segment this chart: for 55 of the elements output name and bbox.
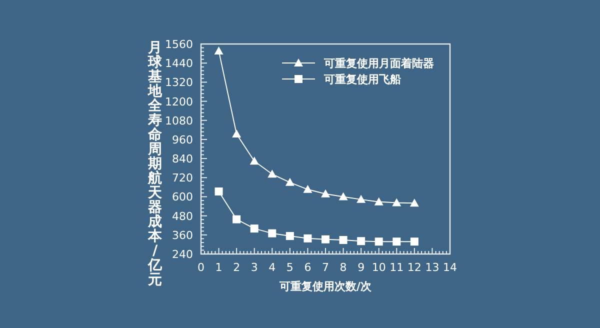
x-tick-label: 0: [198, 261, 204, 274]
x-tick-label: 10: [372, 261, 386, 274]
legend-label: 可重复使用月面着陆器: [323, 57, 434, 70]
point: [214, 187, 223, 196]
point: [338, 192, 348, 200]
point: [339, 236, 348, 244]
point: [356, 194, 366, 203]
x-tick-label: 4: [268, 261, 276, 274]
x-axis-title: 可重复使用次数/次: [278, 280, 372, 293]
point: [232, 130, 242, 138]
y-tick-label: 1320: [165, 76, 193, 90]
text: 月球基地全寿命周期航天器成本/亿元: [148, 40, 162, 288]
y-tick-label: 1200: [165, 95, 193, 108]
point: [410, 198, 419, 207]
y-tick-label: 840: [172, 152, 193, 166]
y-tick-label: 1560: [165, 38, 193, 51]
point: [322, 235, 330, 244]
y-tick-label: 720: [172, 172, 193, 185]
point: [268, 170, 277, 178]
x-tick-label: 8: [340, 261, 347, 274]
y-tick-label: 600: [172, 190, 193, 204]
x-tick-label: 1: [215, 261, 222, 274]
point: [250, 156, 259, 165]
x-tick-label: 3: [250, 261, 258, 274]
point: [321, 189, 330, 198]
point: [374, 197, 384, 206]
legend-label: 可重复使用飞船: [323, 73, 401, 86]
y-tick-label: 1440: [165, 57, 193, 70]
point: [250, 224, 258, 233]
point: [357, 237, 366, 246]
x-tick-label: 9: [358, 261, 365, 274]
x-tick-label: 2: [233, 261, 240, 274]
point: [232, 215, 241, 224]
point: [268, 229, 276, 238]
x-tick-label: 14: [443, 261, 457, 274]
y-tick-label: 480: [172, 210, 193, 223]
x-tick-label: 7: [322, 261, 329, 274]
point: [304, 234, 312, 242]
y-tick-label: 960: [172, 133, 193, 146]
y-tick-label: 1080: [165, 114, 193, 128]
point: [392, 238, 401, 246]
point: [214, 46, 224, 54]
x-tick-label: 13: [425, 261, 440, 274]
x-tick-label: 6: [304, 261, 312, 274]
point: [410, 238, 418, 246]
point: [392, 198, 402, 206]
y-tick-label: 240: [172, 248, 193, 261]
x-tick-label: 11: [390, 261, 404, 274]
x-tick-label: 12: [407, 261, 422, 274]
point: [286, 232, 294, 240]
point: [285, 178, 294, 186]
y-tick-label: 360: [172, 228, 193, 242]
point: [303, 184, 312, 193]
point: [374, 238, 383, 246]
x-tick-label: 5: [286, 261, 294, 274]
